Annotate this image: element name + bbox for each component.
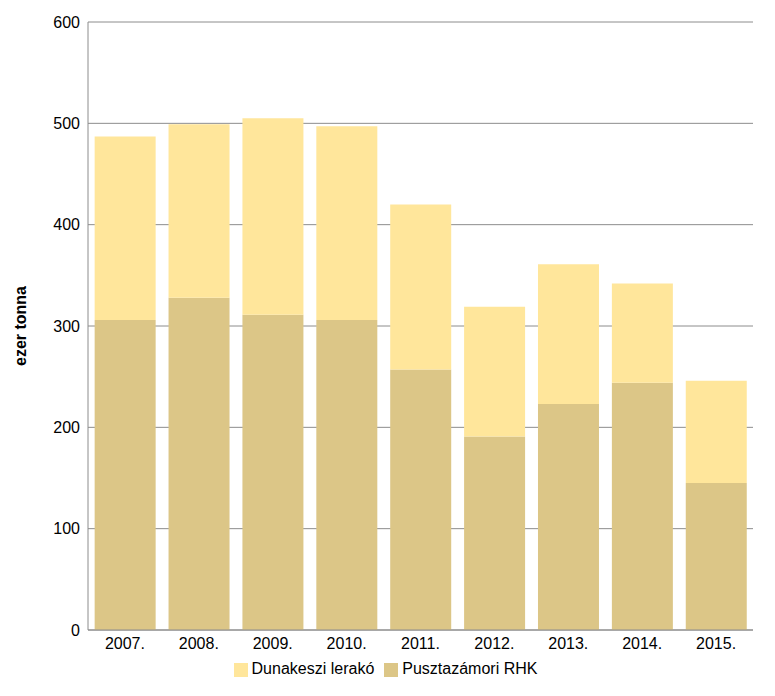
svg-text:2007.: 2007.	[105, 635, 145, 652]
svg-text:2010.: 2010.	[327, 635, 367, 652]
svg-text:2015.: 2015.	[696, 635, 736, 652]
svg-text:2012.: 2012.	[474, 635, 514, 652]
svg-text:ezer tonna: ezer tonna	[12, 286, 29, 366]
svg-text:200: 200	[53, 419, 80, 436]
svg-text:2008.: 2008.	[179, 635, 219, 652]
svg-text:2014.: 2014.	[622, 635, 662, 652]
svg-text:2009.: 2009.	[253, 635, 293, 652]
svg-text:500: 500	[53, 115, 80, 132]
svg-text:300: 300	[53, 318, 80, 335]
svg-text:100: 100	[53, 520, 80, 537]
svg-text:2013.: 2013.	[548, 635, 588, 652]
html-text:Pusztazámori RHK: Pusztazámori RHK	[402, 660, 538, 677]
html-text:Dunakeszi lerakó: Dunakeszi lerakó	[251, 660, 375, 677]
svg-text:2011.: 2011.	[401, 635, 440, 652]
svg-text:0: 0	[71, 622, 80, 639]
svg-text:400: 400	[53, 216, 80, 233]
svg-text:600: 600	[53, 14, 80, 31]
